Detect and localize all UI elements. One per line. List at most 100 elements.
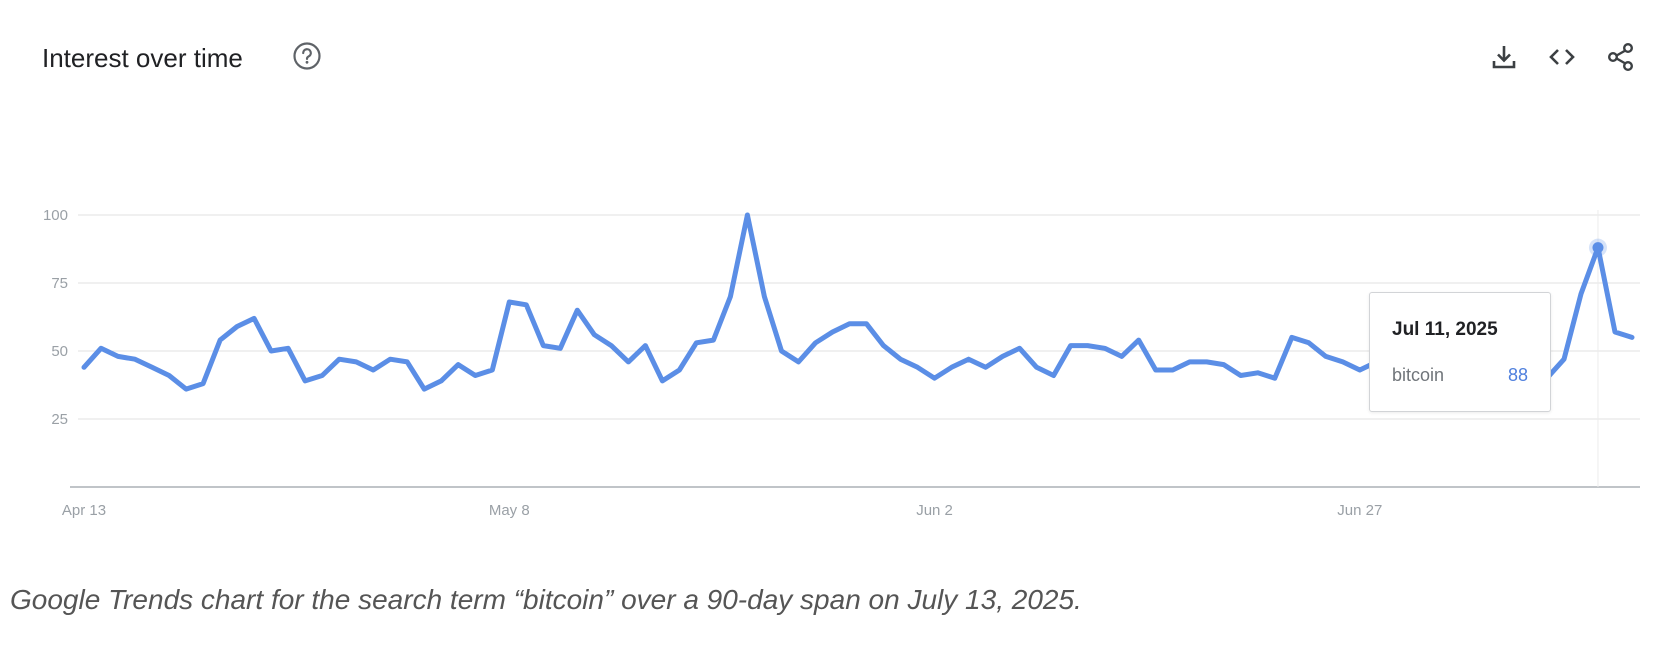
data-point (780, 350, 783, 353)
data-point (882, 344, 885, 347)
data-point (1222, 363, 1225, 366)
tooltip-date: Jul 11, 2025 (1392, 319, 1498, 340)
data-point (1154, 369, 1157, 372)
tooltip-term: bitcoin (1392, 365, 1445, 385)
data-point (695, 341, 698, 344)
data-point (338, 358, 341, 361)
highlight-point (1592, 242, 1604, 254)
data-point (1341, 360, 1344, 363)
data-point (712, 339, 715, 342)
help-circle-icon[interactable] (292, 41, 322, 71)
data-point (746, 214, 749, 217)
tooltip-value: 88 (1507, 365, 1528, 385)
data-point (1273, 377, 1276, 380)
data-point (678, 369, 681, 372)
data-point (423, 388, 426, 391)
data-point (627, 360, 630, 363)
x-tick-label: Jun 2 (916, 502, 953, 519)
data-point (1307, 341, 1310, 344)
data-point (185, 388, 188, 391)
data-point (1035, 366, 1038, 369)
data-point (559, 347, 562, 350)
data-point (100, 347, 103, 350)
data-point (899, 358, 902, 361)
data-point (355, 360, 358, 363)
data-point (270, 350, 273, 353)
data-point (1562, 358, 1565, 361)
data-point (287, 347, 290, 350)
data-point (1256, 371, 1259, 374)
data-point (83, 366, 86, 369)
data-point (372, 369, 375, 372)
data-point (474, 374, 477, 377)
data-point (644, 344, 647, 347)
interest-line-chart: 25 50 75 100 Apr 13 May 8 Jun 2 Jun 27 (43, 207, 1640, 519)
data-point (1205, 360, 1208, 363)
download-icon[interactable] (1487, 40, 1521, 74)
figure-caption: Google Trends chart for the search term … (10, 584, 1082, 615)
data-point (814, 341, 817, 344)
data-point (797, 360, 800, 363)
data-point (967, 358, 970, 361)
data-point (1018, 347, 1021, 350)
data-point (1188, 360, 1191, 363)
chart-title: Interest over time (42, 43, 243, 73)
data-point (134, 358, 137, 361)
data-point (236, 325, 239, 328)
data-point (1001, 355, 1004, 358)
code-icon[interactable] (1545, 40, 1579, 74)
data-point (950, 366, 953, 369)
data-point (848, 322, 851, 325)
data-point (984, 366, 987, 369)
data-point (1324, 355, 1327, 358)
y-tick-label: 50 (51, 343, 68, 360)
data-point (406, 360, 409, 363)
data-tooltip: Jul 11, 2025 bitcoin 88 (1369, 292, 1551, 412)
data-point (1137, 339, 1140, 342)
y-tick-label: 75 (51, 275, 68, 292)
data-point (1239, 374, 1242, 377)
data-point (168, 374, 171, 377)
interest-over-time-card: Interest over time 25 50 75 100 Apr 13 May 8 J… (42, 40, 1640, 519)
data-point (1358, 369, 1361, 372)
data-point (253, 317, 256, 320)
data-point (1120, 355, 1123, 358)
x-tick-label: Jun 27 (1337, 502, 1382, 519)
data-point (542, 344, 545, 347)
data-point (1103, 347, 1106, 350)
data-point (389, 358, 392, 361)
data-point (593, 333, 596, 336)
data-point (304, 379, 307, 382)
data-point (457, 363, 460, 366)
data-point (831, 330, 834, 333)
data-point (661, 379, 664, 382)
data-point (576, 309, 579, 312)
data-point (916, 366, 919, 369)
data-point (1086, 344, 1089, 347)
data-point (508, 301, 511, 304)
data-point (117, 355, 120, 358)
data-point (1613, 330, 1616, 333)
data-point (321, 374, 324, 377)
y-tick-label: 100 (43, 207, 68, 224)
data-point (1631, 336, 1634, 339)
data-point (440, 379, 443, 382)
data-point (763, 295, 766, 298)
data-point (933, 377, 936, 380)
share-icon[interactable] (1604, 40, 1638, 74)
data-point (1290, 336, 1293, 339)
data-point (1579, 292, 1582, 295)
data-point (865, 322, 868, 325)
data-point (729, 295, 732, 298)
y-tick-label: 25 (51, 411, 68, 428)
data-point (610, 344, 613, 347)
x-tick-label: May 8 (489, 502, 530, 519)
data-point (202, 382, 205, 385)
x-tick-label: Apr 13 (62, 502, 106, 519)
data-point (1069, 344, 1072, 347)
data-point (1052, 374, 1055, 377)
data-point (219, 339, 222, 342)
data-point (525, 303, 528, 306)
data-point (151, 366, 154, 369)
data-point (491, 369, 494, 372)
